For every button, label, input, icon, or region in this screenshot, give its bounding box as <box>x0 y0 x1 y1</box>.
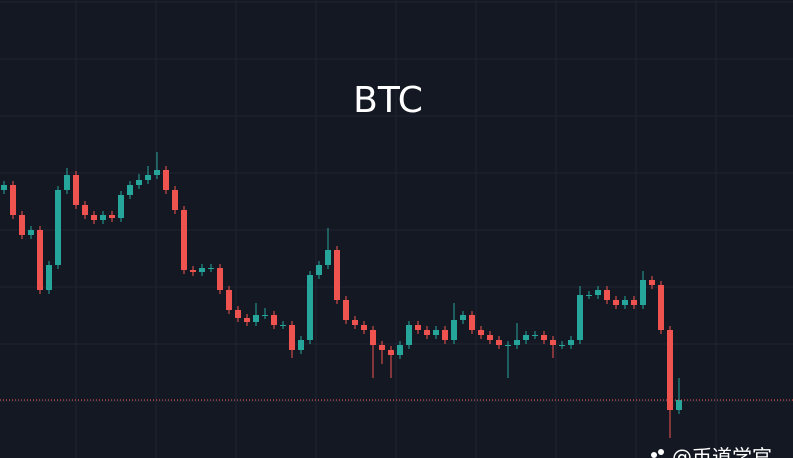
chart-title: BTC <box>353 80 423 121</box>
candle-body <box>415 325 421 330</box>
candle-body <box>145 175 151 180</box>
candle-body <box>109 215 115 218</box>
candle-body <box>478 330 484 335</box>
candle-body <box>568 340 574 345</box>
candle-body <box>586 295 592 296</box>
candle-body <box>10 185 16 215</box>
candle-body <box>280 325 286 326</box>
candle-body <box>298 340 304 350</box>
candle-body <box>595 290 601 295</box>
candle-body <box>370 330 376 345</box>
watermark-icon <box>658 449 664 455</box>
candle-body <box>577 295 583 340</box>
candle-body <box>316 265 322 275</box>
candle-body <box>379 345 385 350</box>
candle-body <box>550 340 556 345</box>
candle-body <box>352 320 358 325</box>
candle-body <box>505 345 511 346</box>
candle-body <box>100 215 106 220</box>
candle-body <box>1 185 7 190</box>
candle-body <box>532 335 538 336</box>
candle-body <box>541 335 547 340</box>
candle-body <box>469 315 475 330</box>
candle-body <box>289 325 295 350</box>
candle-body <box>424 330 430 335</box>
candle-body <box>496 340 502 345</box>
candle-body <box>154 170 160 175</box>
candle-body <box>244 318 250 322</box>
candle-body <box>559 345 565 346</box>
candle-body <box>253 315 259 322</box>
candle-body <box>181 210 187 270</box>
candle-body <box>91 215 97 220</box>
candle-body <box>235 310 241 318</box>
candle-body <box>118 195 124 218</box>
candle-body <box>37 230 43 290</box>
candle-body <box>487 335 493 340</box>
candle-body <box>190 270 196 272</box>
candle-body <box>271 315 277 325</box>
candle-body <box>397 345 403 355</box>
candle-body <box>676 400 682 410</box>
candle-body <box>613 300 619 305</box>
candle-body <box>514 340 520 345</box>
candle-body <box>46 265 52 290</box>
candle-body <box>64 175 70 190</box>
candle-body <box>361 325 367 330</box>
candles <box>0 152 793 438</box>
candle-body <box>640 280 646 305</box>
watermark-icon <box>651 452 657 458</box>
candle-body <box>127 185 133 195</box>
watermark: @币道学官 <box>672 445 772 458</box>
candle-body <box>658 285 664 330</box>
candle-body <box>307 275 313 340</box>
candle-body <box>460 315 466 320</box>
candle-body <box>622 300 628 305</box>
candle-body <box>604 290 610 300</box>
candle-body <box>451 320 457 340</box>
candle-body <box>406 325 412 345</box>
candle-body <box>442 330 448 340</box>
candle-body <box>55 190 61 265</box>
candle-body <box>136 180 142 185</box>
candle-body <box>199 268 205 272</box>
candle-body <box>649 280 655 285</box>
candle-body <box>73 175 79 205</box>
candle-body <box>667 330 673 410</box>
candle-body <box>208 268 214 269</box>
candle-body <box>388 350 394 355</box>
candle-body <box>523 335 529 340</box>
candle-body <box>343 300 349 320</box>
candle-body <box>433 330 439 335</box>
candle-body <box>82 205 88 215</box>
candle-body <box>19 215 25 235</box>
candle-body <box>28 230 34 235</box>
candle-body <box>172 190 178 210</box>
candle-body <box>325 250 331 265</box>
candle-body <box>631 300 637 305</box>
candle-body <box>262 315 268 316</box>
candle-body <box>334 250 340 300</box>
candle-body <box>217 268 223 290</box>
candle-body <box>226 290 232 310</box>
candle-body <box>163 170 169 190</box>
